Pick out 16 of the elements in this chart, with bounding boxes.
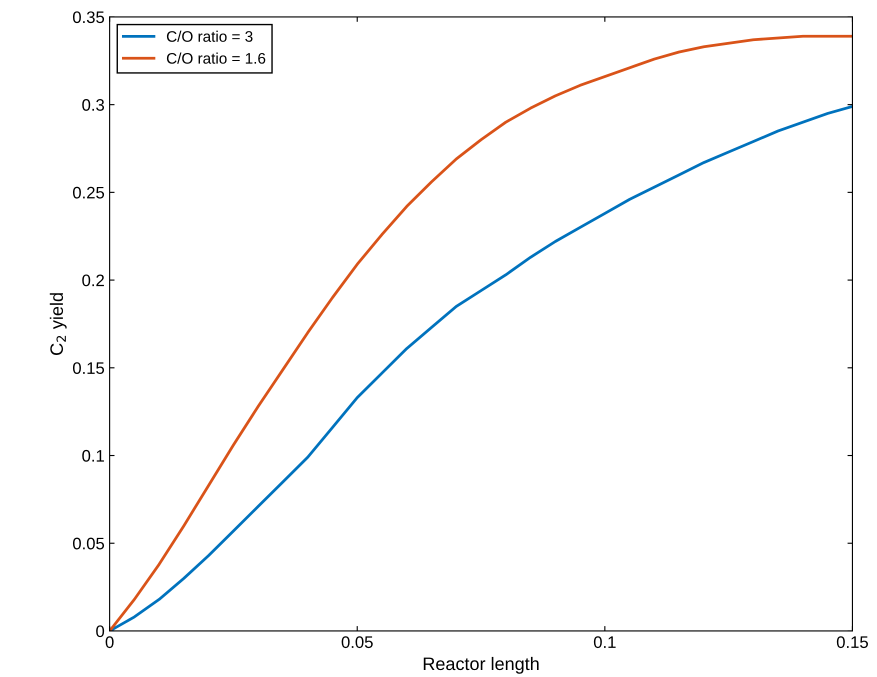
x-tick-label: 0 <box>106 636 114 648</box>
y-axis-title: C$_{2}$ yield <box>50 293 67 355</box>
y-tick-label: 0.05 <box>72 538 104 550</box>
x-tick-label: 0.15 <box>836 636 868 648</box>
y-tick-label: 0.35 <box>72 11 104 24</box>
y-tick-label: 0.1 <box>82 450 104 462</box>
legend-label: C/O ratio = 1.6 <box>166 52 266 64</box>
x-axis-title: Reactor length <box>424 656 539 674</box>
x-tick-label: 0.05 <box>342 636 373 648</box>
x-tick-label: 0.1 <box>594 636 616 648</box>
y-tick-label: 0.25 <box>72 186 104 199</box>
y-tick-label: 0.3 <box>82 99 104 111</box>
y-tick-label: 0.15 <box>72 362 104 374</box>
legend-label: C/O ratio = 3 <box>166 30 253 42</box>
y-tick-label: 0 <box>96 625 104 638</box>
y-tick-label: 0.2 <box>82 274 104 286</box>
